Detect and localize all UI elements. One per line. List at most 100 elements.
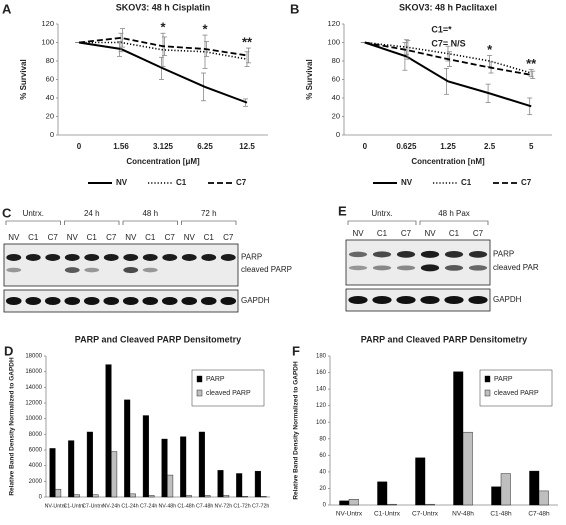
lane-label: C7 bbox=[48, 233, 59, 242]
x-tick-label: 6.25 bbox=[197, 142, 213, 151]
band bbox=[25, 297, 42, 305]
bar bbox=[55, 488, 62, 498]
y-axis-label: Relative Band Density Normalized to GAPD… bbox=[293, 361, 300, 500]
y-tick-label: 4000 bbox=[29, 463, 43, 469]
bar bbox=[129, 493, 136, 498]
band bbox=[83, 297, 100, 305]
group-bracket bbox=[122, 220, 178, 225]
band bbox=[6, 253, 22, 261]
y-tick-label: 120 bbox=[327, 19, 340, 28]
band bbox=[161, 297, 178, 305]
bar bbox=[386, 503, 397, 506]
bar bbox=[377, 481, 388, 506]
lane-label: C7 bbox=[223, 233, 234, 242]
band bbox=[372, 251, 392, 258]
lane-label: C7 bbox=[165, 233, 176, 242]
band bbox=[5, 297, 22, 305]
note: C7= N/S bbox=[431, 38, 465, 48]
band bbox=[25, 253, 41, 261]
y-tick-label: 10000 bbox=[25, 416, 42, 422]
band bbox=[64, 267, 80, 273]
legend-label: cleaved PARP bbox=[206, 390, 251, 397]
lane-label: C7 bbox=[401, 229, 412, 238]
bar bbox=[424, 503, 435, 506]
legend-label: C1 bbox=[461, 178, 472, 187]
y-tick-label: 12000 bbox=[25, 401, 42, 407]
x-tick-label: 0 bbox=[363, 142, 368, 151]
lane-label: C1 bbox=[377, 229, 388, 238]
blot-image bbox=[345, 288, 491, 312]
band bbox=[103, 253, 119, 261]
y-tick-label: 16000 bbox=[25, 369, 42, 375]
y-tick-label: 160 bbox=[316, 370, 327, 376]
band bbox=[6, 267, 22, 273]
significance-mark: ** bbox=[242, 34, 253, 49]
series-line bbox=[364, 41, 532, 76]
band bbox=[444, 251, 464, 258]
y-tick-label: 0 bbox=[336, 130, 340, 139]
band bbox=[181, 297, 198, 305]
bar bbox=[92, 494, 99, 498]
bar bbox=[217, 470, 224, 498]
bar bbox=[204, 495, 211, 498]
y-tick-label: 140 bbox=[316, 387, 327, 393]
y-tick-label: 0 bbox=[323, 503, 327, 509]
band bbox=[200, 297, 217, 305]
bar bbox=[68, 440, 75, 498]
band bbox=[420, 264, 440, 272]
band bbox=[420, 296, 440, 304]
lane-label: C1 bbox=[204, 233, 215, 242]
y-axis-label: % Survival bbox=[19, 59, 28, 99]
band bbox=[420, 250, 440, 258]
band bbox=[64, 297, 81, 305]
bar bbox=[462, 431, 473, 506]
band bbox=[396, 251, 416, 258]
group-label: Untrx. bbox=[23, 209, 44, 218]
significance-mark: ** bbox=[526, 56, 537, 71]
x-tick-label: NV-48h bbox=[158, 503, 176, 509]
y-tick-label: 60 bbox=[332, 74, 340, 83]
series-line bbox=[364, 41, 532, 74]
band bbox=[348, 265, 368, 271]
band bbox=[122, 297, 139, 305]
y-tick-label: 80 bbox=[46, 56, 54, 65]
band-label: cleaved PAR bbox=[493, 263, 539, 272]
y-tick-label: 0 bbox=[50, 130, 54, 139]
x-tick-label: 0 bbox=[77, 142, 82, 151]
y-tick-label: 60 bbox=[46, 74, 54, 83]
x-axis-label: Concentration [μM] bbox=[126, 157, 200, 166]
x-tick-label: C7-Untrx bbox=[82, 503, 104, 509]
band bbox=[45, 253, 61, 261]
y-tick-label: 20 bbox=[319, 486, 326, 492]
x-tick-label: C1-48h bbox=[177, 503, 194, 509]
bar bbox=[105, 364, 112, 498]
lane-label: C7 bbox=[473, 229, 484, 238]
bar bbox=[148, 495, 155, 498]
legend-box bbox=[479, 369, 553, 407]
x-tick-label: NV-72h bbox=[214, 503, 232, 509]
bar bbox=[538, 490, 549, 506]
bar bbox=[339, 500, 350, 506]
bar bbox=[241, 496, 248, 498]
lane-label: C1 bbox=[449, 229, 460, 238]
legend-label: C1 bbox=[176, 178, 187, 187]
blot-image bbox=[3, 243, 239, 287]
y-tick-label: 20 bbox=[46, 111, 54, 120]
legend-label: PARP bbox=[206, 376, 225, 383]
y-axis-label: % Survival bbox=[305, 59, 314, 99]
bar bbox=[529, 470, 540, 506]
lane-label: NV bbox=[424, 229, 436, 238]
lane-label: NV bbox=[352, 229, 364, 238]
group-label: 48 h bbox=[142, 209, 158, 218]
panel-label: E bbox=[338, 203, 347, 218]
band-label: PARP bbox=[493, 250, 514, 259]
x-tick-label: NV-48h bbox=[452, 511, 474, 518]
x-axis-label: Concentration [nM] bbox=[411, 157, 485, 166]
x-tick-label: C1-72h bbox=[233, 503, 250, 509]
significance-mark: * bbox=[202, 22, 208, 37]
lane-label: C1 bbox=[87, 233, 98, 242]
band bbox=[396, 265, 416, 271]
x-tick-label: C1-Untrx bbox=[374, 511, 401, 518]
y-tick-label: 100 bbox=[41, 37, 54, 46]
lane-label: NV bbox=[184, 233, 196, 242]
